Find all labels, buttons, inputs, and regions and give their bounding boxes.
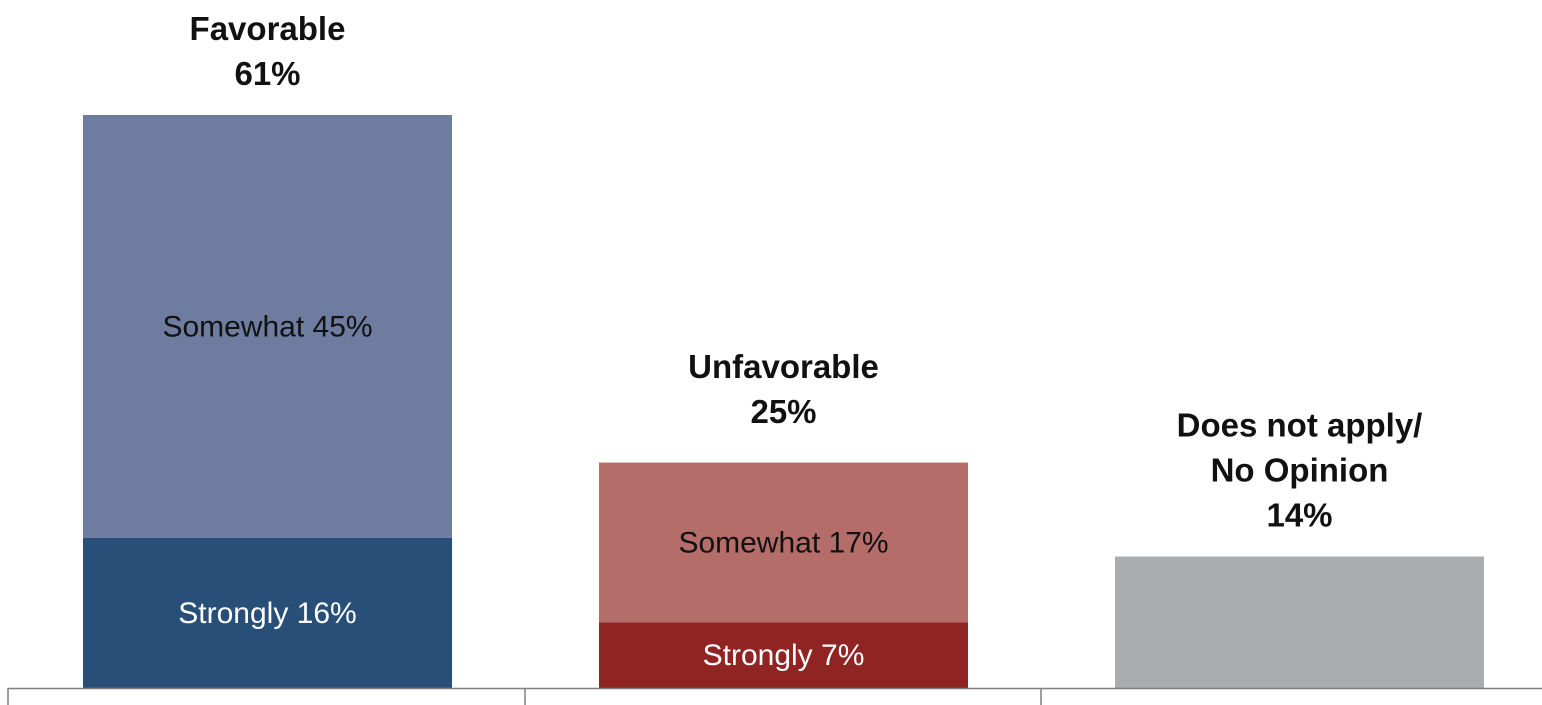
bar-group-1: Strongly 16% Somewhat 45% Favorable 61% bbox=[83, 10, 452, 688]
segment-label-1-1: Strongly 16% bbox=[178, 597, 356, 630]
bar-segment-1-1 bbox=[83, 537, 452, 688]
category-header-1-line-1: Favorable bbox=[190, 10, 346, 47]
category-header-2-line-2: 25% bbox=[750, 393, 816, 430]
segment-label-2-1: Strongly 7% bbox=[703, 639, 865, 672]
segment-label-1-2: Somewhat 45% bbox=[162, 310, 372, 343]
bar-segment-2-1 bbox=[599, 622, 968, 688]
category-header-3-line-1: Does not apply/ bbox=[1177, 406, 1423, 443]
category-header-3-line-2: No Opinion bbox=[1211, 451, 1389, 488]
bar-group-2: Strongly 7% Somewhat 17% Unfavorable 25% bbox=[599, 348, 968, 688]
bar-group-3: Does not apply/No Opinion 14% bbox=[1115, 406, 1484, 688]
bar-segment-2-2 bbox=[599, 462, 968, 623]
category-header-2-line-1: Unfavorable bbox=[688, 348, 879, 385]
category-header-3-line-3: 14% bbox=[1266, 496, 1332, 533]
segment-label-2-2: Somewhat 17% bbox=[678, 526, 888, 559]
category-header-1-line-2: 61% bbox=[234, 55, 300, 92]
bar-segment-3-1 bbox=[1115, 556, 1484, 688]
bar-segment-1-2 bbox=[83, 115, 452, 538]
